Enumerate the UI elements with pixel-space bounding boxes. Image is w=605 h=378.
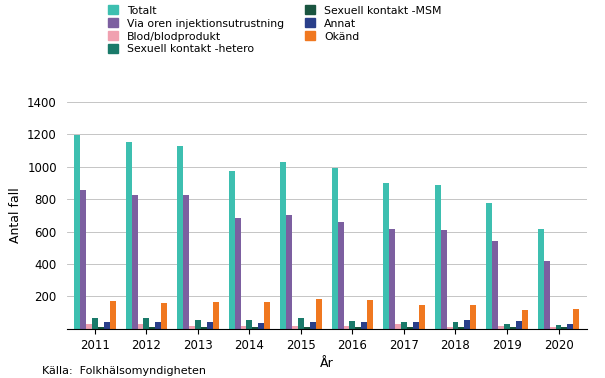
Bar <box>201 327 207 329</box>
Bar <box>465 320 470 329</box>
Bar <box>407 327 413 329</box>
Bar <box>504 324 510 329</box>
Bar <box>241 327 246 329</box>
Bar <box>401 322 407 329</box>
Bar <box>177 146 183 329</box>
Bar <box>446 327 453 329</box>
Bar <box>92 318 98 329</box>
Bar <box>292 325 298 329</box>
Bar <box>143 318 149 329</box>
Bar <box>229 171 235 329</box>
Bar <box>86 324 92 329</box>
Bar <box>286 215 292 329</box>
Bar <box>161 303 167 329</box>
Bar <box>149 327 155 329</box>
Bar <box>298 318 304 329</box>
Bar <box>361 322 367 329</box>
Bar <box>258 323 264 329</box>
Bar <box>189 325 195 329</box>
Bar <box>510 327 516 329</box>
Bar <box>207 322 213 329</box>
Bar <box>110 301 116 329</box>
Bar <box>132 195 137 329</box>
Bar <box>80 191 86 329</box>
Bar <box>137 324 143 329</box>
Text: Källa:  Folkhälsomyndigheten: Källa: Folkhälsomyndigheten <box>42 366 206 376</box>
Bar <box>567 324 574 329</box>
Bar <box>435 186 440 329</box>
Bar <box>350 321 355 329</box>
Legend: Totalt, Via oren injektionsutrustning, Blod/blodprodukt, Sexuell kontakt -hetero: Totalt, Via oren injektionsutrustning, B… <box>108 5 442 54</box>
Bar <box>338 222 344 329</box>
Bar <box>344 325 350 329</box>
Bar <box>355 327 361 329</box>
Bar <box>316 299 322 329</box>
Bar <box>419 305 425 329</box>
Bar <box>389 229 395 329</box>
Bar <box>332 169 338 329</box>
Bar <box>453 322 459 329</box>
Bar <box>492 240 498 329</box>
Bar <box>395 324 401 329</box>
Bar <box>486 203 492 329</box>
Bar <box>104 322 110 329</box>
Bar <box>522 310 528 329</box>
Bar <box>440 230 446 329</box>
Bar <box>252 327 258 329</box>
Bar <box>155 322 161 329</box>
Bar <box>549 327 555 329</box>
Bar <box>310 322 316 329</box>
Bar <box>264 302 270 329</box>
Bar <box>304 327 310 329</box>
Bar <box>555 325 561 329</box>
X-axis label: År: År <box>320 357 333 370</box>
Bar <box>538 229 544 329</box>
Bar <box>413 322 419 329</box>
Bar <box>470 305 476 329</box>
Bar <box>195 320 201 329</box>
Bar <box>574 308 579 329</box>
Bar <box>516 321 522 329</box>
Bar <box>213 302 218 329</box>
Bar <box>498 327 504 329</box>
Y-axis label: Antal fall: Antal fall <box>8 187 22 243</box>
Bar <box>544 261 549 329</box>
Bar <box>126 142 132 329</box>
Bar <box>367 300 373 329</box>
Bar <box>74 135 80 329</box>
Bar <box>280 162 286 329</box>
Bar <box>235 218 241 329</box>
Bar <box>98 327 104 329</box>
Bar <box>246 320 252 329</box>
Bar <box>561 327 567 329</box>
Bar <box>383 183 389 329</box>
Bar <box>459 327 465 329</box>
Bar <box>183 195 189 329</box>
